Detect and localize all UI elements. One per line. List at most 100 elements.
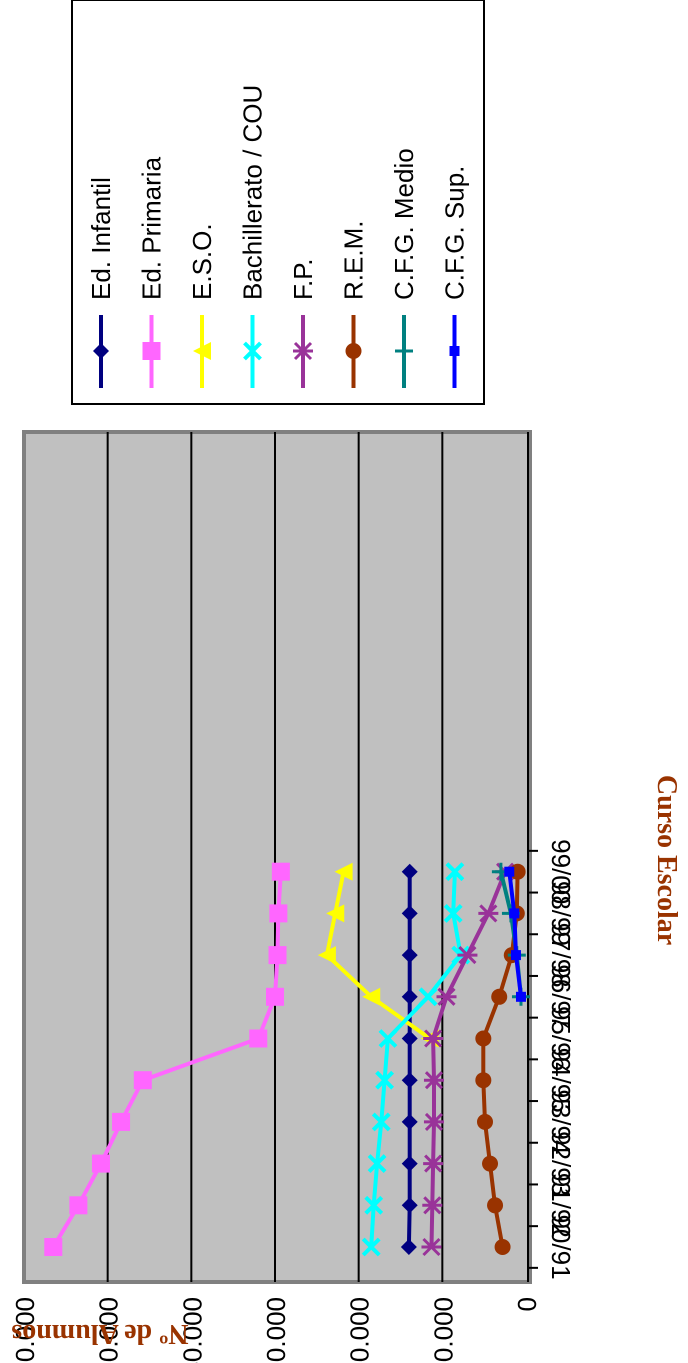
x-axis: 90/9191/9292/9393/9494/9595/9696/9797/98… — [527, 432, 576, 1282]
data-point — [271, 862, 290, 881]
gridlines — [106, 432, 444, 1282]
data-point — [361, 1237, 381, 1257]
data-point — [477, 1113, 494, 1130]
series-line — [406, 871, 412, 1248]
data-point — [91, 1154, 110, 1173]
data-point — [367, 1154, 387, 1174]
legend-label: C.F.G. Sup. — [440, 166, 470, 300]
y-tick-label: 50.000 — [94, 1297, 124, 1363]
series — [421, 862, 516, 1257]
data-point — [423, 1112, 444, 1131]
data-point — [436, 987, 457, 1006]
data-point — [401, 1030, 418, 1047]
y-axis: 0 10.000 20.000 30.000 40.000 50.000 60.000 — [10, 1297, 542, 1363]
series — [400, 863, 418, 1255]
x-tick-label: 94/95 — [546, 1048, 576, 1113]
series-line — [369, 871, 463, 1248]
data-point — [401, 1197, 418, 1214]
legend-item: Ed. Infantil — [86, 177, 116, 388]
x-tick-label: 96/97 — [546, 964, 576, 1029]
data-point — [266, 987, 284, 1006]
series-line — [429, 870, 507, 1248]
legend-box — [71, 0, 485, 405]
legend-marker — [142, 342, 161, 360]
legend: Ed. Infantil Ed. Primaria E.S.O. Bachillera… — [71, 0, 485, 405]
data-point — [422, 1196, 443, 1215]
x-tick-label: 99/00 — [546, 839, 576, 904]
legend-item: C.F.G. Sup. — [440, 166, 470, 388]
data-point — [443, 903, 463, 923]
data-point — [69, 1196, 88, 1215]
data-point — [423, 1071, 444, 1090]
x-tick-label: 91/92 — [546, 1173, 576, 1238]
data-point — [504, 866, 515, 877]
data-point — [494, 1239, 511, 1255]
y-tick-label: 0 — [512, 1297, 542, 1311]
data-point — [400, 1239, 417, 1255]
y-tick-label: 10.000 — [428, 1297, 458, 1363]
series-line — [51, 871, 283, 1249]
y-tick-label: 20.000 — [345, 1297, 375, 1363]
legend-marker — [293, 341, 313, 361]
data-point — [418, 987, 438, 1007]
data-point — [269, 904, 288, 923]
legend-marker — [449, 346, 460, 356]
legend-label: F.P. — [288, 259, 318, 300]
y-tick-label: 30.000 — [261, 1297, 291, 1363]
legend-item: E.S.O. — [187, 223, 217, 388]
data-point — [364, 1195, 384, 1215]
data-point — [457, 946, 478, 965]
legend-marker — [345, 343, 362, 359]
data-point — [112, 1112, 131, 1131]
data-point — [401, 1113, 418, 1130]
series — [44, 862, 290, 1256]
x-tick-label: 92/93 — [546, 1131, 576, 1196]
series-layer — [44, 862, 530, 1257]
data-point — [378, 1029, 398, 1048]
data-point — [317, 946, 336, 965]
data-point — [401, 1072, 418, 1089]
legend-item: C.F.G. Medio — [389, 148, 419, 388]
x-tick-label: 95/96 — [546, 1006, 576, 1071]
legend-label: Ed. Primaria — [137, 156, 167, 300]
legend-item: Bachillerato / COU — [238, 85, 268, 388]
y-axis-title: Nº de Alumnos — [11, 1318, 188, 1349]
legend-label: C.F.G. Medio — [389, 148, 419, 300]
data-point — [375, 1070, 395, 1090]
data-point — [249, 1029, 268, 1048]
data-point — [445, 862, 465, 882]
legend-item: F.P. — [288, 259, 318, 388]
data-point — [509, 908, 520, 919]
x-tick-label: 90/91 — [546, 1214, 576, 1279]
x-axis-title: Curso Escolar — [651, 775, 682, 945]
data-point — [326, 904, 345, 923]
data-point — [491, 988, 508, 1005]
legend-item: R.E.M. — [339, 221, 369, 388]
data-point — [44, 1238, 63, 1256]
series — [504, 866, 526, 1002]
data-point — [487, 1197, 504, 1214]
data-point — [401, 863, 418, 880]
data-point — [401, 905, 418, 922]
data-point — [268, 946, 287, 965]
data-point — [371, 1112, 391, 1132]
data-point — [401, 988, 418, 1005]
legend-marker — [93, 343, 109, 359]
data-point — [133, 1071, 152, 1090]
data-point — [478, 904, 499, 923]
legend-marker — [193, 342, 211, 360]
legend-marker — [395, 342, 413, 360]
data-point — [423, 1029, 444, 1048]
data-point — [401, 947, 418, 964]
data-point — [510, 950, 521, 961]
data-point — [421, 1237, 442, 1257]
data-point — [482, 1155, 499, 1172]
data-point — [475, 1072, 492, 1089]
legend-label: R.E.M. — [339, 221, 369, 300]
data-point — [401, 1155, 418, 1172]
x-tick-label: 98/99 — [546, 881, 576, 946]
data-point — [475, 1030, 492, 1047]
legend-marker — [243, 341, 262, 361]
y-tick-label: 40.000 — [177, 1297, 207, 1363]
